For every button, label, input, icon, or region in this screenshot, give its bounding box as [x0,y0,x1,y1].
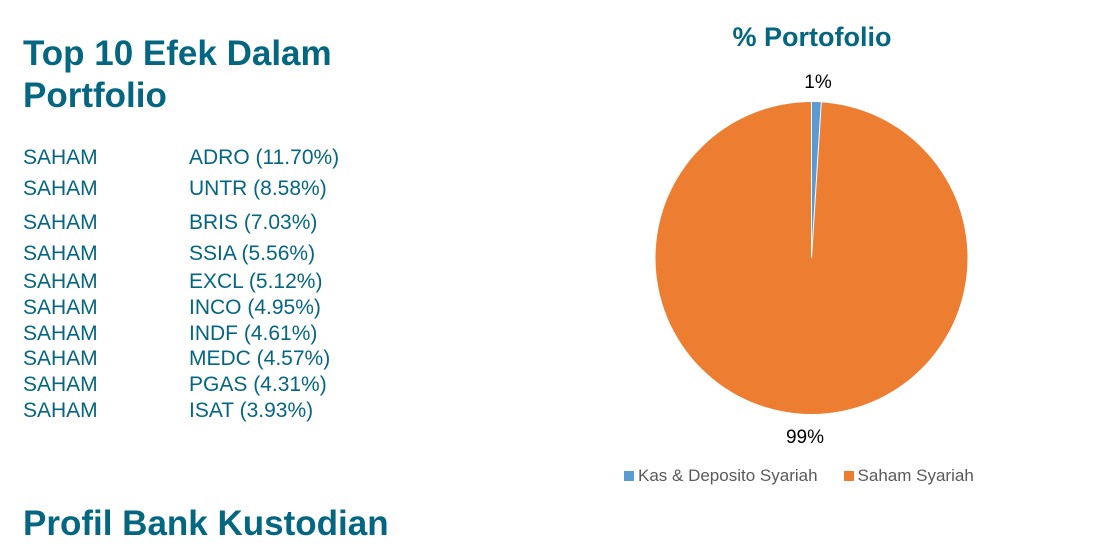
chart-legend: Kas & Deposito Syariah Saham Syariah [624,466,974,486]
asset-type: SAHAM [23,211,98,234]
asset-type: SAHAM [23,347,98,370]
security-weight: ADRO (11.70%) [189,146,340,169]
legend-item-kas-deposito: Kas & Deposito Syariah [624,466,818,486]
list-item: SAHAM ADRO (11.70%) [23,146,383,170]
legend-swatch-icon [624,471,634,481]
data-label-saham-syariah: 99% [785,427,825,448]
data-label-kas-deposito: 1% [804,72,832,93]
security-weight: SSIA (5.56%) [189,242,316,265]
security-weight: MEDC (4.57%) [189,347,331,370]
legend-label: Saham Syariah [857,466,974,485]
list-item: SAHAM BRIS (7.03%) [23,211,383,235]
list-item: SAHAM PGAS (4.31%) [23,373,383,397]
asset-type: SAHAM [23,373,98,396]
security-weight: BRIS (7.03%) [189,211,318,234]
asset-type: SAHAM [23,296,98,319]
security-weight: UNTR (8.58%) [189,177,327,200]
chart-title: % Portofolio [732,22,892,52]
list-item: SAHAM UNTR (8.58%) [23,177,383,201]
section-title-custodian: Profil Bank Kustodian [23,504,389,543]
list-item: SAHAM MEDC (4.57%) [23,347,383,371]
legend-swatch-icon [843,471,854,481]
legend-label: Kas & Deposito Syariah [638,466,818,485]
page-title: Top 10 Efek Dalam Portfolio [23,34,332,115]
asset-type: SAHAM [23,146,98,169]
portfolio-pie-chart [655,101,968,414]
security-weight: EXCL (5.12%) [189,270,323,293]
asset-type: SAHAM [23,177,98,200]
list-item: SAHAM ISAT (3.93%) [23,399,383,423]
security-weight: INCO (4.95%) [189,296,321,319]
asset-type: SAHAM [23,399,98,422]
list-item: SAHAM EXCL (5.12%) [23,270,383,294]
list-item: SAHAM SSIA (5.56%) [23,242,383,266]
security-weight: ISAT (3.93%) [189,399,314,422]
asset-type: SAHAM [23,270,98,293]
security-weight: PGAS (4.31%) [189,373,327,396]
list-item: SAHAM INDF (4.61%) [23,322,383,346]
security-weight: INDF (4.61%) [189,322,318,345]
asset-type: SAHAM [23,242,98,265]
asset-type: SAHAM [23,322,98,345]
list-item: SAHAM INCO (4.95%) [23,296,383,320]
legend-item-saham-syariah: Saham Syariah [843,466,974,486]
